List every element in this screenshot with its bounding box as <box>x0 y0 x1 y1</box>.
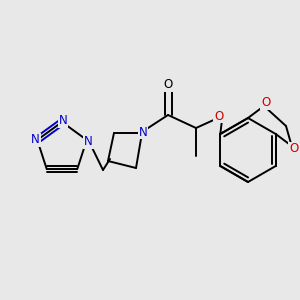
Text: O: O <box>261 97 271 110</box>
Text: O: O <box>214 110 224 122</box>
Text: N: N <box>31 134 40 146</box>
Text: O: O <box>164 79 172 92</box>
Text: N: N <box>139 125 147 139</box>
Text: N: N <box>58 115 68 128</box>
Text: O: O <box>289 142 298 155</box>
Text: N: N <box>84 136 93 148</box>
